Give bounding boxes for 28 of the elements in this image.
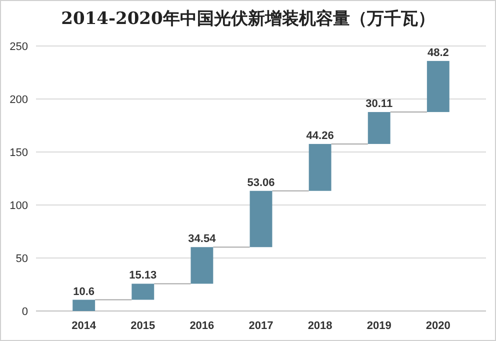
bar	[426, 60, 450, 112]
x-tick-label: 2016	[190, 320, 214, 332]
data-label: 15.13	[129, 270, 157, 282]
bar	[250, 190, 272, 248]
bar	[368, 112, 390, 144]
bar	[308, 144, 332, 191]
y-tick-label: 150	[10, 147, 28, 159]
x-tick-label: 2015	[130, 320, 156, 332]
y-tick-label: 250	[10, 41, 28, 53]
data-label: 30.11	[366, 98, 393, 110]
x-tick-label: 2018	[308, 320, 332, 332]
y-tick-label: 0	[22, 306, 28, 318]
x-tick-label: 2017	[248, 320, 274, 332]
data-label: 10.6	[73, 286, 95, 298]
y-tick-label: 50	[16, 253, 28, 265]
bar	[190, 247, 214, 284]
data-label: 34.54	[188, 233, 217, 246]
bar	[132, 284, 154, 300]
x-tick-label: 2019	[366, 320, 392, 332]
x-tick-label: 2014	[72, 320, 97, 332]
bar	[72, 300, 96, 311]
chart-title: 2014-2020年中国光伏新增装机容量（万千瓦）	[61, 9, 435, 29]
data-label: 48.2	[427, 46, 449, 59]
x-tick-label: 2020	[426, 320, 450, 332]
data-label: 53.06	[247, 176, 275, 189]
y-tick-label: 200	[10, 94, 28, 106]
y-tick-label: 100	[10, 200, 28, 212]
data-label: 44.26	[306, 130, 334, 142]
